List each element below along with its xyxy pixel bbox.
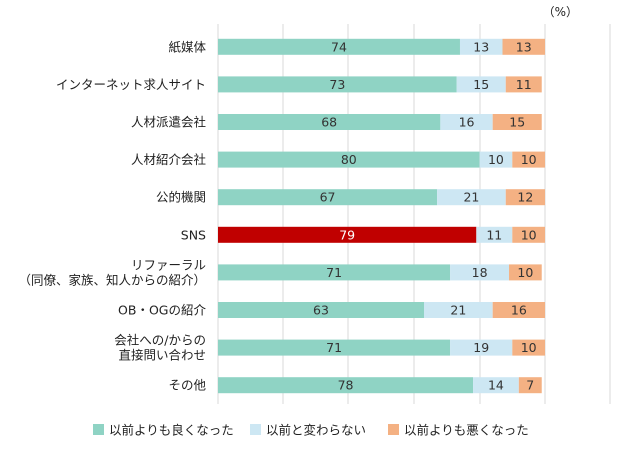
value-label-3-1: 10 xyxy=(488,152,504,167)
value-label-9-2: 7 xyxy=(526,378,534,393)
value-label-8-2: 10 xyxy=(521,340,537,355)
value-label-8-1: 19 xyxy=(473,340,489,355)
bar-3-1 xyxy=(479,151,513,168)
value-label-0-1: 13 xyxy=(473,39,489,54)
bar-0-2 xyxy=(502,38,545,55)
legend-swatch-1 xyxy=(250,424,261,435)
value-label-7-2: 16 xyxy=(511,303,527,318)
bar-7-2 xyxy=(492,302,545,318)
value-label-7-1: 21 xyxy=(450,303,466,318)
bar-2-0 xyxy=(218,114,441,130)
bar-4-0 xyxy=(218,189,438,206)
legend-swatch-2 xyxy=(388,424,399,435)
value-label-4-1: 21 xyxy=(463,190,479,205)
value-label-7-0: 63 xyxy=(313,303,329,318)
legend-swatch-0 xyxy=(93,424,104,435)
bar-2-1 xyxy=(440,114,493,130)
category-label-3-0: 人材紹介会社 xyxy=(131,152,206,167)
bar-6-2 xyxy=(509,264,542,281)
bar-1-2 xyxy=(505,76,542,93)
value-label-5-0: 79 xyxy=(339,227,355,242)
value-label-9-0: 78 xyxy=(338,378,354,393)
category-label-9-0: その他 xyxy=(168,378,206,393)
value-label-6-0: 71 xyxy=(326,265,342,280)
bar-5-2 xyxy=(512,226,545,243)
legend: 以前よりも良くなった 以前と変わらない 以前よりも悪くなった xyxy=(93,423,529,438)
value-label-1-2: 11 xyxy=(516,77,532,92)
category-label-6-1: （同僚、家族、知人からの紹介） xyxy=(18,272,206,287)
value-label-9-1: 14 xyxy=(488,378,504,393)
bar-6-1 xyxy=(450,264,510,281)
value-label-5-2: 10 xyxy=(521,227,537,242)
bar-8-2 xyxy=(512,339,545,356)
legend-label-0: 以前よりも良くなった xyxy=(109,423,234,438)
value-label-3-2: 10 xyxy=(521,152,537,167)
bar-5-1 xyxy=(476,226,513,243)
value-label-2-1: 16 xyxy=(459,115,475,130)
value-label-4-2: 12 xyxy=(517,190,533,205)
bar-7-1 xyxy=(424,302,493,318)
value-label-6-1: 18 xyxy=(472,265,488,280)
bar-2-2 xyxy=(492,114,542,130)
unit-label: （%） xyxy=(543,5,578,19)
value-label-2-0: 68 xyxy=(321,115,337,130)
bar-7-0 xyxy=(218,302,425,318)
category-label-8-0: 会社への/からの xyxy=(114,333,206,348)
bar-8-0 xyxy=(218,339,451,356)
bar-0-1 xyxy=(459,38,503,55)
value-label-1-1: 15 xyxy=(473,77,489,92)
bars: 74 13 13 73 15 11 68 16 15 80 10 10 67 21 12 79 11 10 71 18… xyxy=(218,38,545,394)
bar-4-1 xyxy=(437,189,506,206)
value-label-0-2: 13 xyxy=(516,39,532,54)
bar-3-0 xyxy=(218,151,480,168)
value-label-5-1: 11 xyxy=(486,227,502,242)
value-label-2-2: 15 xyxy=(509,115,525,130)
value-label-3-0: 80 xyxy=(341,152,357,167)
category-label-4-0: 公的機関 xyxy=(156,190,206,205)
bar-4-2 xyxy=(505,189,545,206)
value-label-4-0: 67 xyxy=(320,190,336,205)
bar-9-1 xyxy=(473,377,519,394)
category-label-7-0: OB・OGの紹介 xyxy=(118,303,206,318)
bar-1-1 xyxy=(456,76,506,93)
legend-label-2: 以前よりも悪くなった xyxy=(404,423,529,438)
bar-1-0 xyxy=(218,76,457,93)
bar-8-1 xyxy=(450,339,513,356)
bar-6-0 xyxy=(218,264,451,281)
value-label-0-0: 74 xyxy=(331,39,347,54)
category-label-8-1: 直接問い合わせ xyxy=(118,348,206,363)
legend-label-1: 以前と変わらない xyxy=(266,423,366,438)
category-label-0-0: 紙媒体 xyxy=(168,39,206,54)
category-label-2-0: 人材派遣会社 xyxy=(131,115,206,130)
value-label-6-2: 10 xyxy=(517,265,533,280)
category-label-6-0: リファーラル xyxy=(131,257,206,272)
bar-5-0 xyxy=(218,226,477,243)
bar-3-2 xyxy=(512,151,545,168)
value-label-1-0: 73 xyxy=(329,77,345,92)
category-label-5-0: SNS xyxy=(181,227,206,242)
value-label-8-0: 71 xyxy=(326,340,342,355)
bar-9-2 xyxy=(518,377,542,394)
category-label-1-0: インターネット求人サイト xyxy=(56,77,206,92)
bar-0-0 xyxy=(218,38,460,55)
bar-9-0 xyxy=(218,377,474,394)
